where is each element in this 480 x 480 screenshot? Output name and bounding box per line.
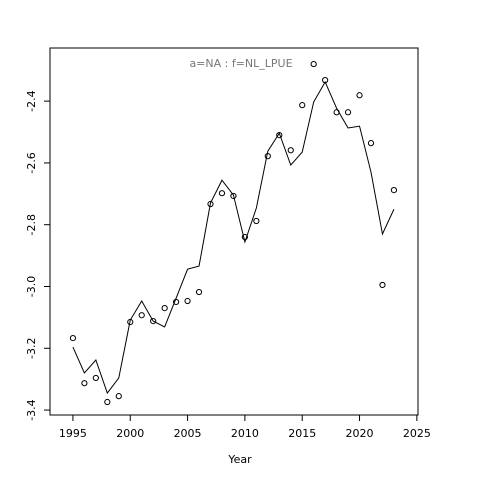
line <box>72 80 395 395</box>
point <box>150 317 157 325</box>
point <box>81 380 88 387</box>
point <box>344 109 352 116</box>
point <box>218 190 226 197</box>
x-tick-label: 2020 <box>346 427 374 440</box>
point <box>310 60 317 68</box>
x-tick-label: 2005 <box>174 427 202 440</box>
point <box>390 187 398 194</box>
point <box>253 217 260 225</box>
point <box>356 92 363 99</box>
x-tick-label: 2025 <box>403 427 431 440</box>
point <box>92 374 99 382</box>
point <box>69 334 77 342</box>
y-tick-label: -3.0 <box>25 276 38 297</box>
y-tick-label: -3.4 <box>25 399 38 420</box>
point <box>161 305 168 312</box>
x-tick-label: 1995 <box>59 427 87 440</box>
y-tick-label: -3.2 <box>25 338 38 359</box>
point <box>104 398 111 406</box>
y-tick-label: -2.6 <box>25 152 38 173</box>
point <box>138 312 145 319</box>
point <box>299 102 306 109</box>
x-tick-label: 2010 <box>231 427 259 440</box>
x-tick-label: 2015 <box>288 427 316 440</box>
point <box>287 147 294 154</box>
y-tick-label: -2.8 <box>25 214 38 235</box>
y-tick-label: -2.4 <box>25 90 38 111</box>
x-axis-label: Year <box>227 453 252 466</box>
chart-title: a=NA : f=NL_LPUE <box>189 57 292 70</box>
point <box>230 192 237 200</box>
x-tick-label: 2000 <box>116 427 144 440</box>
point <box>184 297 191 305</box>
point <box>379 281 386 289</box>
point <box>241 233 248 241</box>
point <box>115 393 122 400</box>
point <box>207 200 214 208</box>
point <box>367 140 375 147</box>
point <box>195 288 203 296</box>
